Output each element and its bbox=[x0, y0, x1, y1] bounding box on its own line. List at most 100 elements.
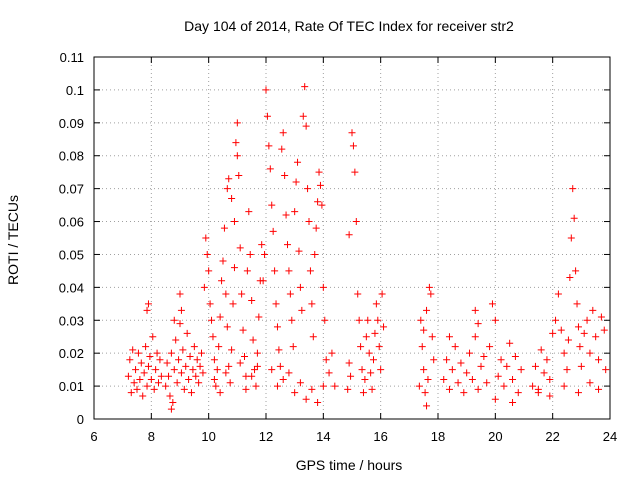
data-point bbox=[253, 349, 261, 357]
data-point bbox=[314, 399, 322, 407]
data-point bbox=[268, 201, 276, 209]
data-point bbox=[423, 306, 431, 314]
data-point bbox=[222, 290, 230, 298]
data-point bbox=[420, 326, 428, 334]
data-point bbox=[269, 227, 277, 235]
data-point bbox=[483, 379, 491, 387]
data-point bbox=[325, 369, 333, 377]
data-point bbox=[165, 372, 173, 380]
data-point bbox=[162, 382, 170, 390]
data-point bbox=[220, 224, 228, 232]
data-point bbox=[314, 198, 322, 206]
y-tick-label: 0.1 bbox=[66, 83, 84, 98]
data-point bbox=[209, 333, 217, 341]
data-point bbox=[218, 277, 226, 285]
data-point bbox=[428, 333, 436, 341]
data-point bbox=[372, 300, 380, 308]
data-point bbox=[245, 208, 253, 216]
data-point bbox=[241, 352, 248, 360]
data-point bbox=[203, 250, 211, 258]
data-point bbox=[212, 382, 220, 390]
data-point bbox=[276, 362, 284, 370]
y-tick-label: 0.08 bbox=[59, 149, 84, 164]
data-point bbox=[296, 379, 304, 387]
data-point bbox=[573, 300, 581, 308]
data-point bbox=[319, 283, 327, 291]
data-point bbox=[531, 362, 539, 370]
data-point bbox=[506, 339, 514, 347]
data-point bbox=[415, 382, 423, 390]
data-point bbox=[193, 356, 201, 364]
data-point bbox=[377, 366, 385, 374]
data-point bbox=[169, 399, 177, 407]
data-point bbox=[198, 349, 205, 357]
data-point bbox=[319, 382, 327, 390]
data-point bbox=[144, 300, 152, 308]
data-point bbox=[266, 165, 274, 173]
data-point bbox=[195, 379, 203, 387]
data-point bbox=[451, 343, 459, 351]
data-point bbox=[557, 326, 565, 334]
data-point bbox=[445, 333, 453, 341]
data-point bbox=[567, 234, 575, 242]
data-point bbox=[139, 392, 147, 400]
data-point bbox=[273, 382, 281, 390]
data-point bbox=[460, 389, 468, 397]
data-point bbox=[306, 267, 314, 275]
data-point bbox=[345, 359, 353, 367]
data-point bbox=[583, 316, 591, 324]
data-point bbox=[294, 158, 302, 166]
data-point bbox=[143, 306, 151, 314]
data-point bbox=[182, 362, 190, 370]
data-point bbox=[443, 356, 451, 364]
data-point bbox=[147, 376, 155, 384]
data-point bbox=[497, 356, 505, 364]
data-point bbox=[477, 362, 485, 370]
data-point bbox=[328, 349, 336, 357]
data-point bbox=[572, 267, 580, 275]
data-point bbox=[347, 372, 355, 380]
data-point bbox=[176, 320, 184, 328]
data-point bbox=[299, 112, 307, 120]
data-point bbox=[271, 267, 279, 275]
data-point bbox=[279, 376, 287, 384]
data-point bbox=[549, 329, 557, 337]
data-point bbox=[302, 395, 310, 403]
data-point bbox=[540, 369, 548, 377]
data-point bbox=[315, 168, 323, 176]
data-point bbox=[352, 218, 360, 226]
data-point bbox=[427, 290, 435, 298]
data-point bbox=[374, 316, 382, 324]
data-point bbox=[468, 376, 476, 384]
data-point bbox=[166, 392, 174, 400]
data-point bbox=[187, 389, 195, 397]
data-point bbox=[273, 323, 281, 331]
data-point bbox=[226, 379, 234, 387]
x-axis-label: GPS time / hours bbox=[296, 457, 403, 473]
data-point bbox=[192, 372, 200, 380]
data-point bbox=[258, 241, 266, 249]
data-point bbox=[454, 379, 462, 387]
data-point bbox=[127, 389, 135, 397]
data-point bbox=[580, 329, 588, 337]
data-point bbox=[202, 234, 210, 242]
data-point bbox=[284, 241, 291, 249]
data-point bbox=[500, 382, 508, 390]
data-point bbox=[219, 257, 227, 265]
data-point bbox=[242, 385, 250, 393]
data-point bbox=[321, 316, 329, 324]
data-point bbox=[229, 300, 237, 308]
data-point bbox=[230, 218, 238, 226]
data-point bbox=[136, 376, 144, 384]
data-point bbox=[380, 323, 388, 331]
data-point bbox=[208, 316, 216, 324]
data-point bbox=[177, 369, 185, 377]
x-tick-label: 18 bbox=[431, 429, 445, 444]
data-point bbox=[213, 366, 221, 374]
data-point bbox=[278, 145, 286, 153]
y-tick-label: 0.01 bbox=[59, 379, 84, 394]
axis-ticks bbox=[93, 56, 611, 420]
data-point bbox=[236, 244, 244, 252]
data-point bbox=[304, 185, 312, 193]
data-point bbox=[235, 171, 243, 179]
